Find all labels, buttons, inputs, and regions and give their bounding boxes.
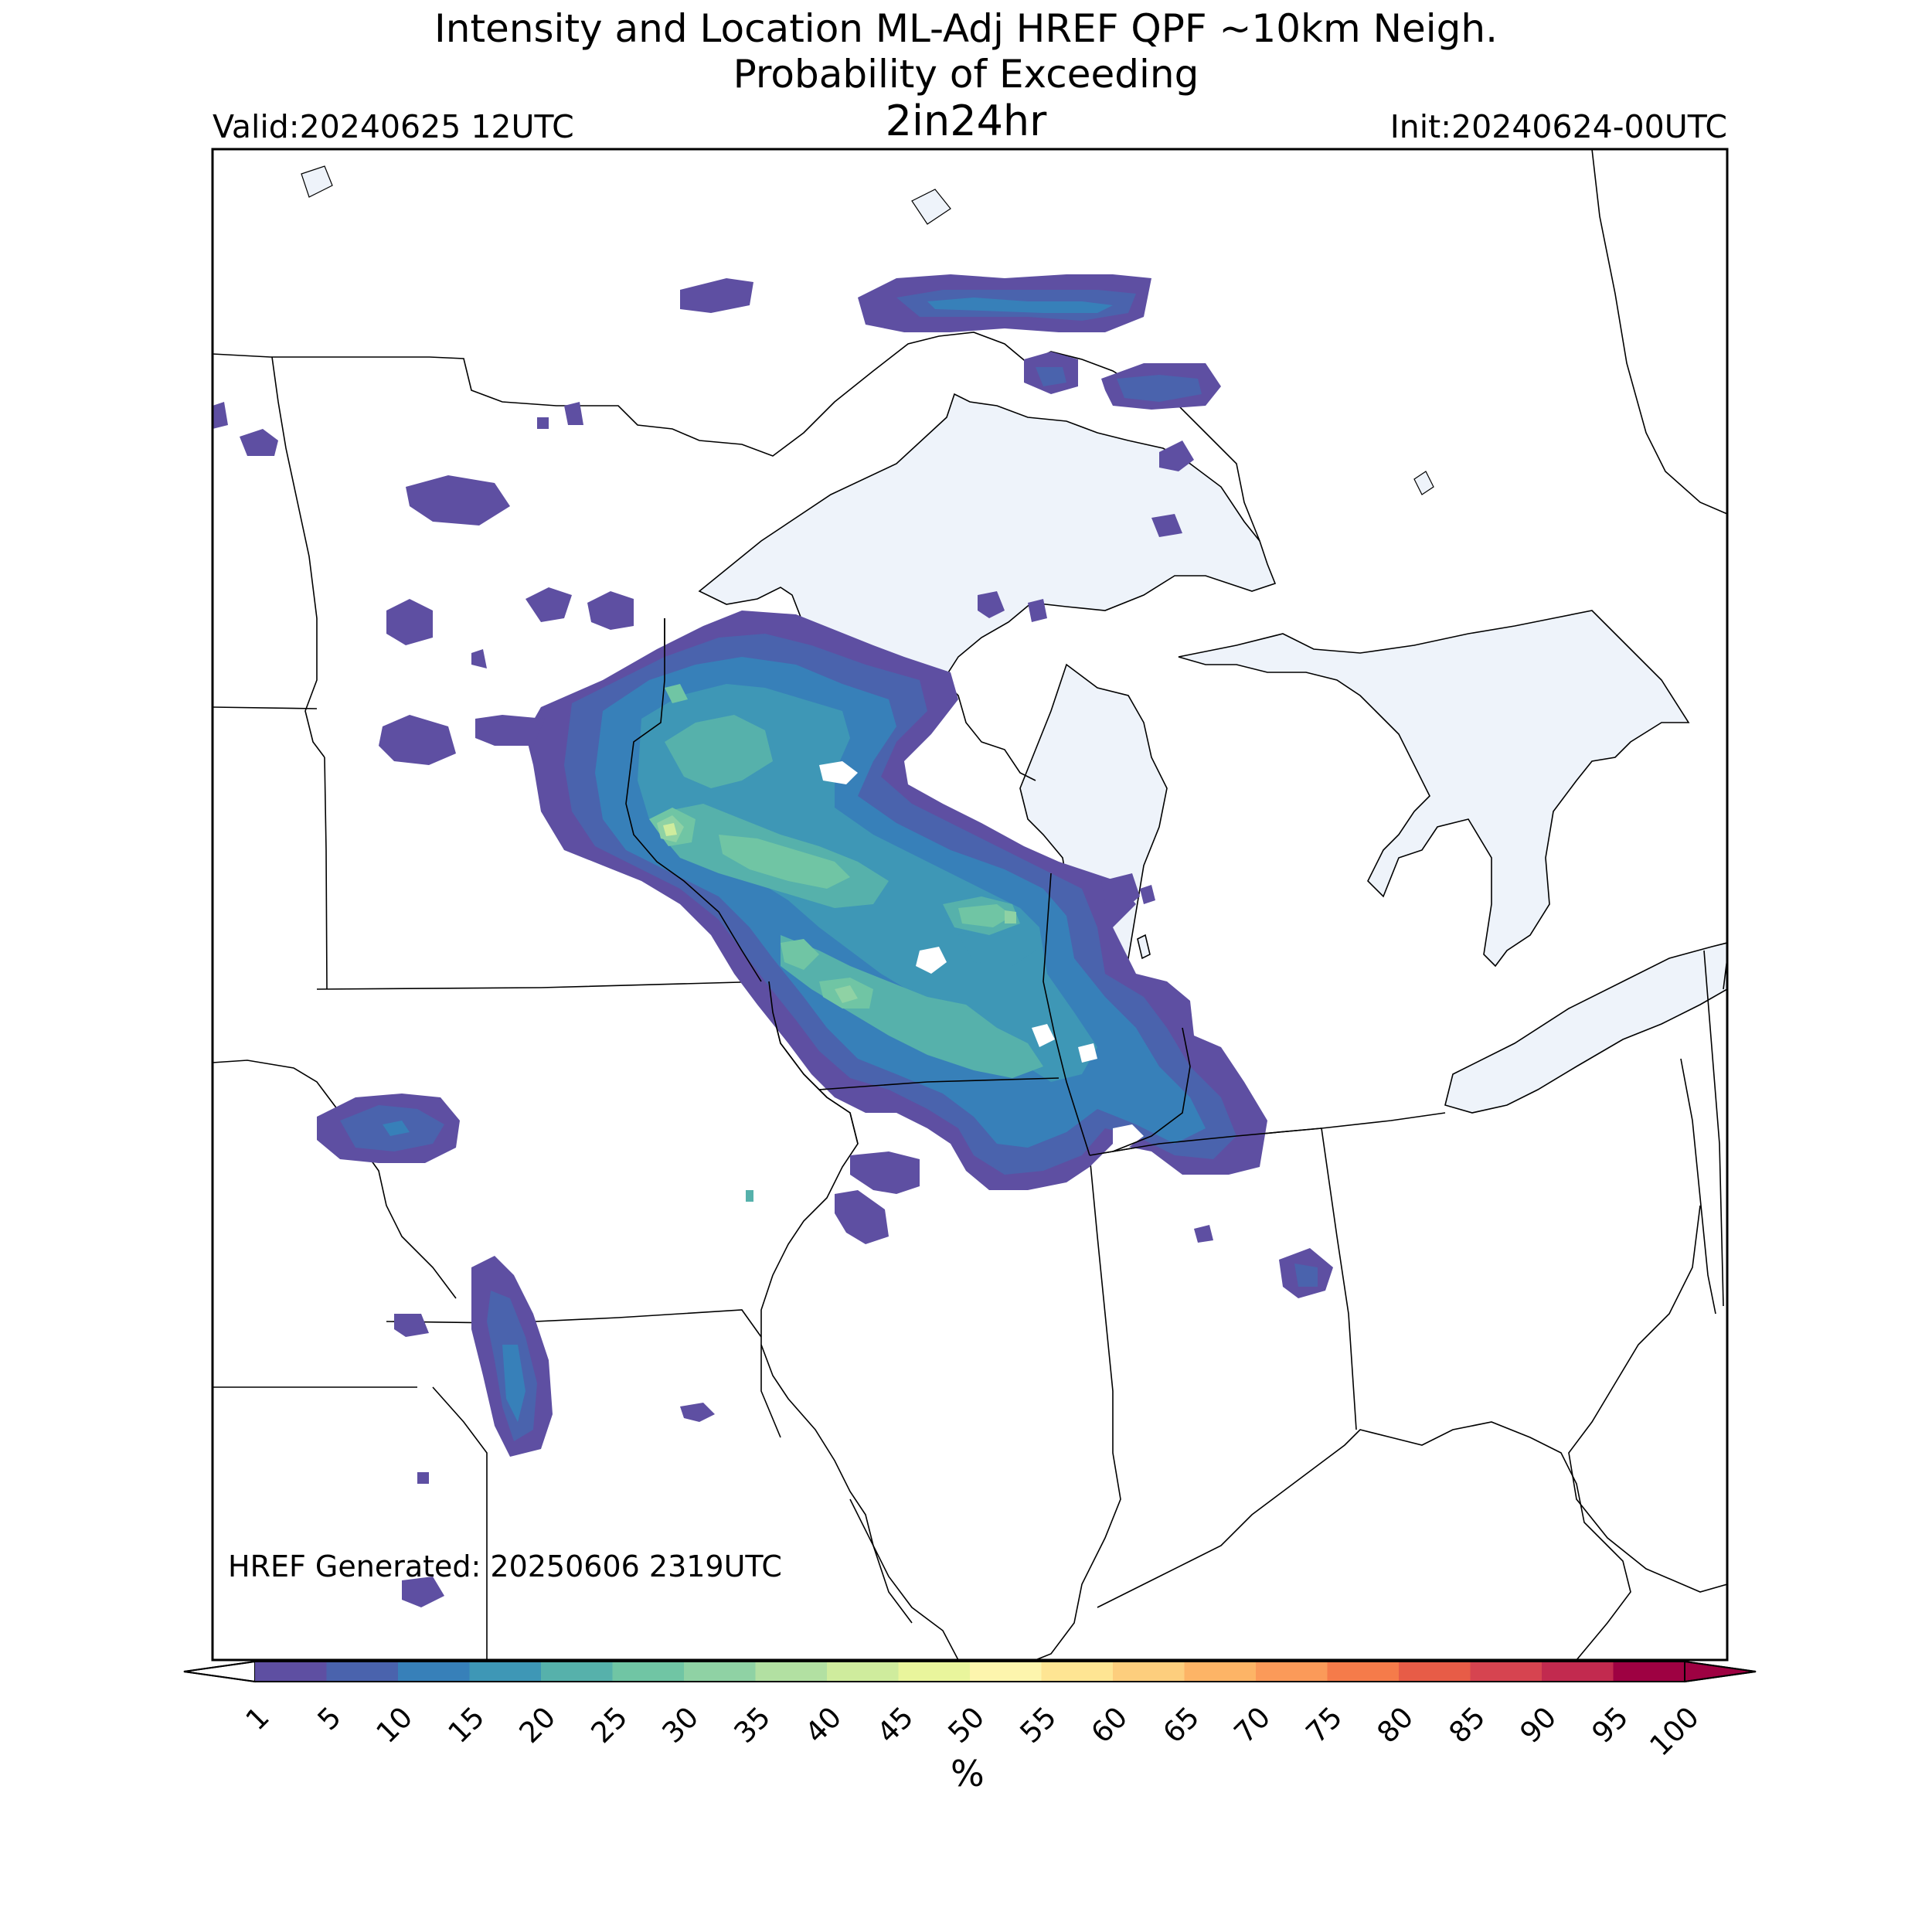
- init-time-label: Init:20240624-00UTC: [1389, 108, 1727, 145]
- colorbar-segment: [1184, 1662, 1257, 1682]
- lake-erie: [1444, 942, 1727, 1114]
- colorbar-under-arrow: [183, 1660, 256, 1683]
- mo-west-border: [432, 1386, 488, 1660]
- map-title-line-2: Probability of Exceeding: [733, 52, 1199, 97]
- colorbar-segment: [755, 1662, 828, 1682]
- colorbar-segment: [684, 1662, 757, 1682]
- lake-huron: [1178, 610, 1690, 968]
- pa-west-border: [1703, 950, 1724, 1307]
- northern-small-lakes: [301, 165, 1434, 495]
- mi-oh-border: [1321, 1112, 1446, 1129]
- colorbar-segment: [1327, 1662, 1400, 1682]
- colorbar-segment: [1542, 1662, 1614, 1682]
- colorbar-segment: [1113, 1662, 1185, 1682]
- colorbar-segment: [612, 1662, 685, 1682]
- colorbar-segment: [1256, 1662, 1328, 1682]
- colorbar-segment: [827, 1662, 900, 1682]
- map-title-line-1: Intensity and Location ML-Adj HREF QPF ~…: [434, 6, 1498, 51]
- colorbar-over-arrow: [1684, 1660, 1757, 1683]
- colorbar-segment: [898, 1662, 971, 1682]
- nd-sd-border: [213, 706, 318, 709]
- map-frame: [211, 148, 1729, 1662]
- colorbar-segment: [255, 1662, 328, 1682]
- lake-winnebago: [1137, 934, 1151, 960]
- colorbar-segment: [970, 1662, 1043, 1682]
- oh-pa-border: [1680, 1058, 1716, 1315]
- mo-ky-border: [849, 1498, 913, 1624]
- generated-timestamp: HREF Generated: 20250606 2319UTC: [228, 1549, 782, 1583]
- colorbar-outline: [183, 1661, 1757, 1682]
- ia-il-border-ext: [760, 1345, 781, 1438]
- colorbar-segment: [398, 1662, 471, 1682]
- colorbar-segment: [1041, 1662, 1114, 1682]
- map-title-threshold: 2in24hr: [885, 97, 1047, 145]
- colorbar-segment: [1399, 1662, 1471, 1682]
- colorbar-unit-label: %: [951, 1753, 985, 1794]
- colorbar-segment: [326, 1662, 399, 1682]
- nd-mn-border: [271, 356, 325, 758]
- colorbar-segment: [1470, 1662, 1543, 1682]
- oh-wv-border: [1568, 1205, 1727, 1593]
- sd-west-mn-border: [324, 757, 328, 990]
- colorbar-segment: [1613, 1662, 1685, 1682]
- in-oh-border: [1321, 1128, 1357, 1430]
- colorbar-segment: [541, 1662, 614, 1682]
- ohio-river: [1097, 1421, 1631, 1660]
- mn-south-border: [316, 981, 770, 990]
- il-in-border: [1035, 1155, 1121, 1660]
- colorbar-segment: [469, 1662, 542, 1682]
- colorbar: [183, 1660, 1757, 1683]
- valid-time-label: Valid:20240625 12UTC: [213, 108, 574, 145]
- ia-mo-border: [386, 1309, 762, 1338]
